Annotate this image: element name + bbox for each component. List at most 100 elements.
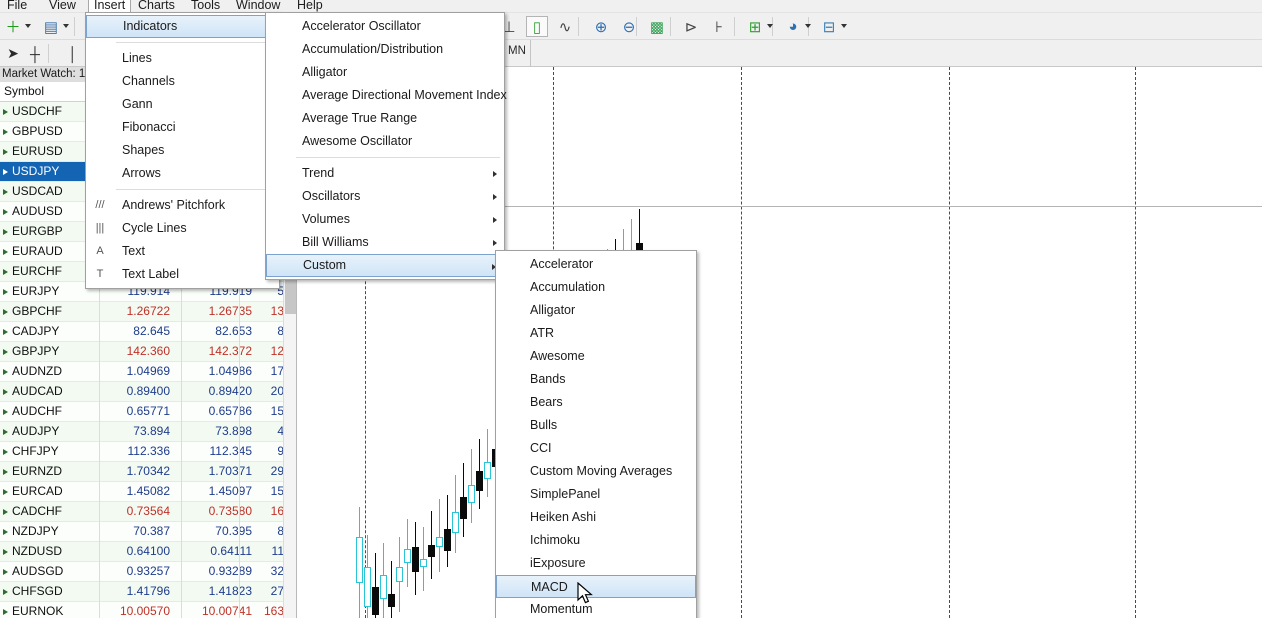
menu-item-accelerator-oscillator[interactable]: Accelerator Oscillator [266, 15, 504, 38]
menubar-item-window[interactable]: Window [236, 0, 281, 12]
menu-item-average-directional-movement-index[interactable]: Average Directional Movement Index [266, 84, 507, 107]
menubar-item-tools[interactable]: Tools [191, 0, 221, 12]
menu-item-lines[interactable]: Lines [86, 47, 279, 70]
menu-item-awesome[interactable]: Awesome [496, 345, 696, 368]
chevron-down-icon[interactable] [805, 24, 811, 28]
menu-item-custom[interactable]: Custom [266, 254, 504, 277]
menubar-item-insert[interactable]: Insert [88, 0, 132, 13]
market-watch-row[interactable]: AUDJPY 73.894 73.898 4 [0, 422, 296, 442]
menu-item-custom-moving-averages[interactable]: Custom Moving Averages [496, 460, 696, 483]
menu-item-macd[interactable]: MACD [496, 575, 696, 598]
menu-item-ichimoku[interactable]: Ichimoku [496, 529, 696, 552]
tile-windows-button[interactable]: ▩ [649, 18, 665, 36]
menu-item-arrows[interactable]: Arrows [86, 162, 279, 185]
market-watch-row[interactable]: AUDCAD 0.89400 0.89420 20 [0, 382, 296, 402]
menu-item-accumulation-distribution[interactable]: Accumulation/Distribution [266, 38, 504, 61]
menu-item-bands[interactable]: Bands [496, 368, 696, 391]
market-watch-row[interactable]: NZDUSD 0.64100 0.64111 11 [0, 542, 296, 562]
period-button[interactable]: ◕ [788, 18, 798, 35]
bid-price: 1.04969 [126, 364, 170, 378]
menu-item-cci[interactable]: CCI [496, 437, 696, 460]
menubar-item-charts[interactable]: Charts [138, 0, 175, 12]
menu-item-trend[interactable]: Trend [266, 162, 504, 185]
market-watch-row[interactable]: AUDSGD 0.93257 0.93289 32 [0, 562, 296, 582]
market-watch-row[interactable]: NZDJPY 70.387 70.395 8 [0, 522, 296, 542]
chart-shift-button[interactable]: ⊦ [715, 18, 723, 36]
menu-item-alligator[interactable]: Alligator [496, 299, 696, 322]
line-chart-button[interactable]: ∿ [558, 18, 572, 36]
indicators-submenu[interactable]: Accelerator Oscillator Accumulation/Distr… [265, 12, 507, 280]
cursor-tool-button[interactable]: ➤ [7, 45, 19, 61]
menu-item-bears[interactable]: Bears [496, 391, 696, 414]
menubar-item-file[interactable]: File [7, 0, 28, 12]
new-chart-button[interactable]: ▤ [43, 18, 59, 36]
direction-arrow-icon [3, 609, 8, 615]
templates-button[interactable]: ⊟ [822, 18, 836, 36]
direction-arrow-icon [3, 529, 8, 535]
market-watch-row[interactable]: CADJPY 82.645 82.653 8 [0, 322, 296, 342]
menu-item-oscillators[interactable]: Oscillators [266, 185, 504, 208]
candlestick-button[interactable]: ▯ [526, 16, 548, 37]
market-watch-row[interactable]: EURNZD 1.70342 1.70371 29 [0, 462, 296, 482]
timeframe-button-mn[interactable]: MN [508, 45, 526, 57]
direction-arrow-icon [3, 409, 8, 415]
spread-value: 17 [270, 364, 284, 378]
menu-item-text[interactable]: A Text [86, 240, 279, 263]
auto-scroll-button[interactable]: ⊳ [684, 18, 698, 36]
menu-item-label: Channels [122, 74, 175, 88]
market-watch-row[interactable]: GBPCHF 1.26722 1.26735 13 [0, 302, 296, 322]
column-header-symbol[interactable]: Symbol [4, 84, 45, 98]
menu-item-gann[interactable]: Gann [86, 93, 279, 116]
insert-menu[interactable]: Indicators Lines Channels Gann Fibonacci Shap… [85, 12, 280, 289]
menu-item-iexposure[interactable]: iExposure [496, 552, 696, 575]
menu-item-shapes[interactable]: Shapes [86, 139, 279, 162]
menu-item-cycle-lines[interactable]: ||| Cycle Lines [86, 217, 279, 240]
menu-item-awesome-oscillator[interactable]: Awesome Oscillator [266, 130, 504, 153]
menu-item-fibonacci[interactable]: Fibonacci [86, 116, 279, 139]
market-watch-row[interactable]: CHFJPY 112.336 112.345 9 [0, 442, 296, 462]
menu-item-andrews-pitchfork[interactable]: /// Andrews' Pitchfork [86, 194, 279, 217]
menu-item-accelerator[interactable]: Accelerator [496, 253, 696, 276]
menu-item-simplepanel[interactable]: SimplePanel [496, 483, 696, 506]
menu-item-indicators[interactable]: Indicators [86, 15, 279, 38]
menu-item-label: MACD [531, 580, 568, 594]
menubar-item-view[interactable]: View [49, 0, 76, 12]
menu-item-label: Custom Moving Averages [530, 464, 673, 478]
custom-indicators-submenu[interactable]: Accelerator Accumulation Alligator ATR Aweso… [495, 250, 697, 618]
chevron-down-icon[interactable] [63, 24, 69, 28]
market-watch-row[interactable]: GBPJPY 142.360 142.372 12 [0, 342, 296, 362]
zoom-in-button[interactable]: ⊕ [594, 18, 608, 36]
menu-item-bulls[interactable]: Bulls [496, 414, 696, 437]
crosshair-tool-button[interactable]: ┼ [30, 45, 40, 62]
toolbar-separator [578, 17, 579, 36]
symbol-name: EURNZD [12, 464, 62, 478]
submenu-arrow-icon [492, 264, 496, 270]
indicators-add-button[interactable]: ⊞ [748, 18, 762, 36]
menu-item-atr[interactable]: ATR [496, 322, 696, 345]
menu-item-alligator[interactable]: Alligator [266, 61, 504, 84]
menu-item-bill-williams[interactable]: Bill Williams [266, 231, 504, 254]
market-watch-row[interactable]: CHFSGD 1.41796 1.41823 27 [0, 582, 296, 602]
new-order-button[interactable]: ＋ [5, 19, 21, 36]
chevron-down-icon[interactable] [25, 24, 31, 28]
menu-item-momentum[interactable]: Momentum [496, 598, 696, 618]
market-watch-row[interactable]: EURNOK 10.00570 10.00741 163 [0, 602, 296, 618]
menu-item-text-label[interactable]: T Text Label [86, 263, 279, 286]
menu-item-accumulation[interactable]: Accumulation [496, 276, 696, 299]
symbol-name: AUDUSD [12, 204, 63, 218]
menu-item-average-true-range[interactable]: Average True Range [266, 107, 504, 130]
menu-item-heiken-ashi[interactable]: Heiken Ashi [496, 506, 696, 529]
market-watch-row[interactable]: EURCAD 1.45082 1.45097 15 [0, 482, 296, 502]
market-watch-row[interactable]: AUDNZD 1.04969 1.04986 17 [0, 362, 296, 382]
zoom-out-button[interactable]: ⊖ [622, 18, 636, 36]
trendline-tool-button[interactable]: │ [68, 45, 78, 62]
ask-price: 0.73580 [208, 504, 252, 518]
bar-chart-button[interactable]: ⊥ [502, 18, 516, 36]
market-watch-row[interactable]: AUDCHF 0.65771 0.65786 15 [0, 402, 296, 422]
market-watch-row[interactable]: CADCHF 0.73564 0.73580 16 [0, 502, 296, 522]
chevron-down-icon[interactable] [767, 24, 773, 28]
menu-item-channels[interactable]: Channels [86, 70, 279, 93]
menubar-item-help[interactable]: Help [297, 0, 323, 12]
chevron-down-icon[interactable] [841, 24, 847, 28]
menu-item-volumes[interactable]: Volumes [266, 208, 504, 231]
